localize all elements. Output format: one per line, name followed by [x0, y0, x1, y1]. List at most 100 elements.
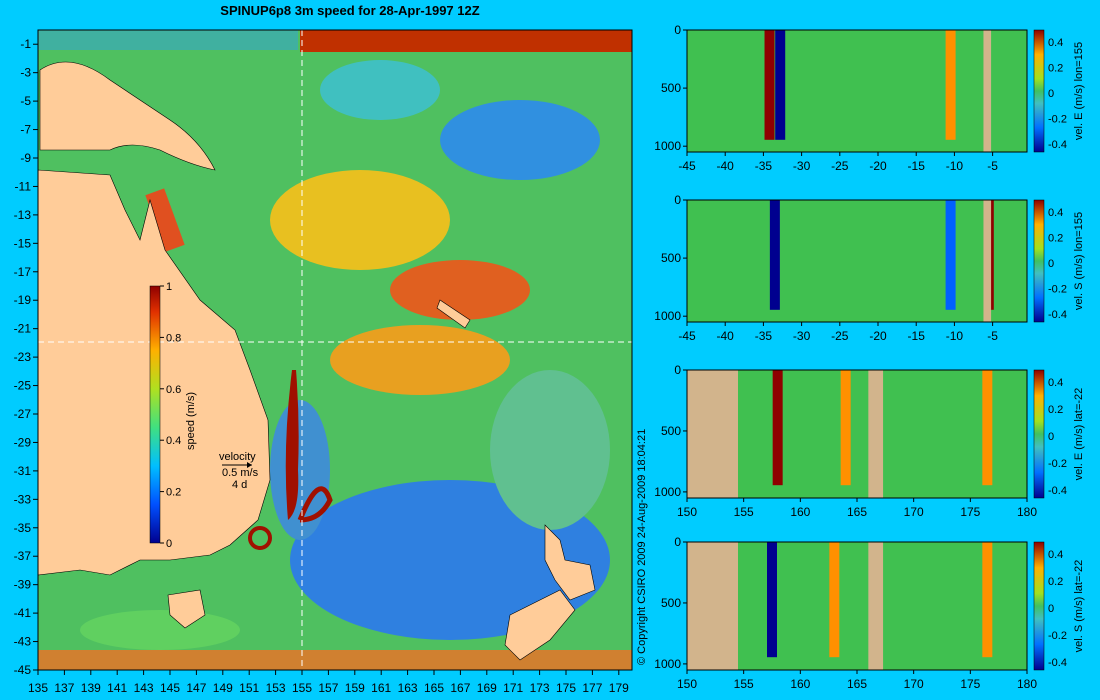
map-x-tick-label: 173	[530, 681, 550, 695]
map-y-tick-label: -13	[14, 208, 32, 222]
panel-seafloor	[868, 542, 884, 670]
map-y-tick-label: -19	[14, 293, 32, 307]
panel-colorbar-tick: -0.2	[1048, 458, 1067, 470]
panel-field	[687, 370, 1027, 498]
panel-colorbar-tick: -0.2	[1048, 284, 1067, 296]
map-y-axis: -1 -3 -5 -7 -9 -11 -13 -15 -17 -19 -21 -23 -25 -27 -29…	[14, 37, 38, 677]
map-x-tick-label: 145	[160, 681, 180, 695]
tasmania	[167, 589, 206, 629]
section-panel: -45 -40 -35 -30 -25 -20 -15 -10 -5 0 500 1000 0.4 0.2…	[654, 23, 1085, 173]
velocity-key-time: 4 d	[232, 479, 248, 491]
panel-colorbar-tick: 0.2	[1048, 404, 1063, 416]
velocity-key-speed: 0.5 m/s	[222, 467, 259, 479]
velocity-key-label: velocity	[219, 451, 256, 463]
panel-field	[687, 30, 1027, 152]
map-x-tick-label: 147	[186, 681, 206, 695]
map-x-tick-label: 169	[477, 681, 497, 695]
panel-colorbar	[1033, 199, 1045, 323]
map-y-tick-label: -37	[14, 549, 32, 563]
panel-colorbar-tick: -0.4	[1048, 309, 1067, 321]
map-y-tick-label: -7	[20, 123, 31, 137]
figure-title: SPINUP6p8 3m speed for 28-Apr-1997 12Z	[220, 3, 480, 18]
panel-x-tick-label: 160	[790, 505, 810, 519]
panel-colorbar	[1033, 369, 1045, 499]
colorbar-tick-label: 0.8	[166, 332, 181, 344]
panel-frame	[686, 199, 1028, 323]
map-x-tick-label: 161	[371, 681, 391, 695]
panel-x-tick-label: -5	[987, 329, 998, 343]
speed-patches	[38, 30, 632, 670]
section-panel: 150 155 160 165 170 175 180 0 500 1000 0.4 0.2 0 -0.2…	[654, 363, 1085, 519]
panel-x-tick-label: 150	[677, 677, 697, 691]
panel-x-tick-label: -25	[831, 159, 849, 173]
map-frame	[37, 29, 633, 671]
map-y-tick-label: -39	[14, 578, 32, 592]
panel-x-tick-label: -30	[793, 159, 811, 173]
panel-x-tick-label: 150	[677, 505, 697, 519]
panel-colorbar-tick: 0.4	[1048, 377, 1063, 389]
panel-colorbar-tick: -0.4	[1048, 139, 1067, 151]
new-guinea	[39, 61, 216, 171]
map-y-tick-label: -11	[15, 179, 32, 193]
speed-colorbar-ticks: 0 0.2 0.4 0.6 0.8 1	[160, 281, 181, 550]
panel-feature	[775, 30, 786, 140]
new-zealand-south	[504, 589, 576, 661]
panel-x-tick-label: -45	[678, 159, 696, 173]
map-y-tick-label: -29	[14, 435, 32, 449]
map-x-tick-label: 139	[81, 681, 101, 695]
section-panel: -45 -40 -35 -30 -25 -20 -15 -10 -5 0 500 1000 0.4 0.2…	[654, 193, 1085, 343]
panel-x-tick-label: 155	[734, 505, 754, 519]
map-x-tick-label: 159	[345, 681, 365, 695]
map-y-tick-label: -15	[14, 236, 32, 250]
panel-y-tick-label: 1000	[654, 485, 681, 499]
map-y-tick-label: -41	[14, 606, 32, 620]
map-y-tick-label: -23	[14, 350, 32, 364]
panel-x-tick-label: 175	[960, 677, 980, 691]
panel-y-tick-label: 0	[674, 363, 681, 377]
panel-colorbar-tick: -0.4	[1048, 485, 1067, 497]
map-y-tick-label: -25	[14, 379, 32, 393]
panel-colorbar-tick: -0.2	[1048, 630, 1067, 642]
panel-x-tick-label: 165	[847, 677, 867, 691]
panel-y-tick-label: 1000	[654, 657, 681, 671]
panel-colorbar-tick: 0	[1048, 431, 1054, 443]
section-panel: 150 155 160 165 170 175 180 0 500 1000 0.4 0.2 0 -0.2…	[654, 535, 1085, 691]
panel-x-tick-label: -10	[946, 159, 964, 173]
panel-feature	[982, 370, 993, 486]
panel-seafloor	[983, 200, 992, 322]
map-x-tick-label: 171	[503, 681, 523, 695]
map-x-tick-label: 167	[450, 681, 470, 695]
panel-y-tick-label: 500	[661, 424, 681, 438]
map-x-axis: 135 137 139 141 143 145 147 149 151 153 155 157 159 1…	[28, 670, 629, 695]
colorbar-tick-label: 1	[166, 281, 172, 293]
panel-colorbar-label: vel. S (m/s) lat=-22	[1073, 560, 1085, 653]
panel-x-tick-label: 160	[790, 677, 810, 691]
panel-colorbar-tick: 0	[1048, 88, 1054, 100]
panel-x-tick-label: -5	[987, 159, 998, 173]
panel-colorbar-label: vel. E (m/s) lat=-22	[1073, 388, 1085, 481]
panel-colorbar-tick: 0.4	[1048, 549, 1063, 561]
velocity-key-arrowhead	[247, 462, 252, 468]
panel-y-tick-label: 500	[661, 596, 681, 610]
new-zealand-north	[544, 524, 596, 601]
panel-colorbar-label: vel. S (m/s) lon=155	[1073, 212, 1085, 310]
panel-x-tick-label: -30	[793, 329, 811, 343]
panel-x-tick-label: 170	[904, 677, 924, 691]
map-x-tick-label: 137	[54, 681, 74, 695]
colorbar-tick-label: 0.2	[166, 487, 181, 499]
panel-x-tick-label: -20	[869, 159, 887, 173]
map-x-tick-label: 149	[213, 681, 233, 695]
panel-x-tick-label: -40	[717, 329, 735, 343]
panel-x-tick-label: -35	[755, 329, 773, 343]
colorbar-tick-label: 0.6	[166, 384, 181, 396]
panel-colorbar-tick: 0.2	[1048, 63, 1063, 75]
panel-feature	[764, 30, 775, 140]
panel-x-tick-label: -15	[908, 329, 926, 343]
map-y-tick-label: -9	[20, 151, 31, 165]
map-y-tick-label: -1	[20, 37, 31, 51]
map-y-tick-label: -31	[14, 464, 32, 478]
panel-feature	[769, 200, 780, 310]
panel-feature	[945, 200, 956, 310]
map-x-tick-label: 151	[239, 681, 259, 695]
